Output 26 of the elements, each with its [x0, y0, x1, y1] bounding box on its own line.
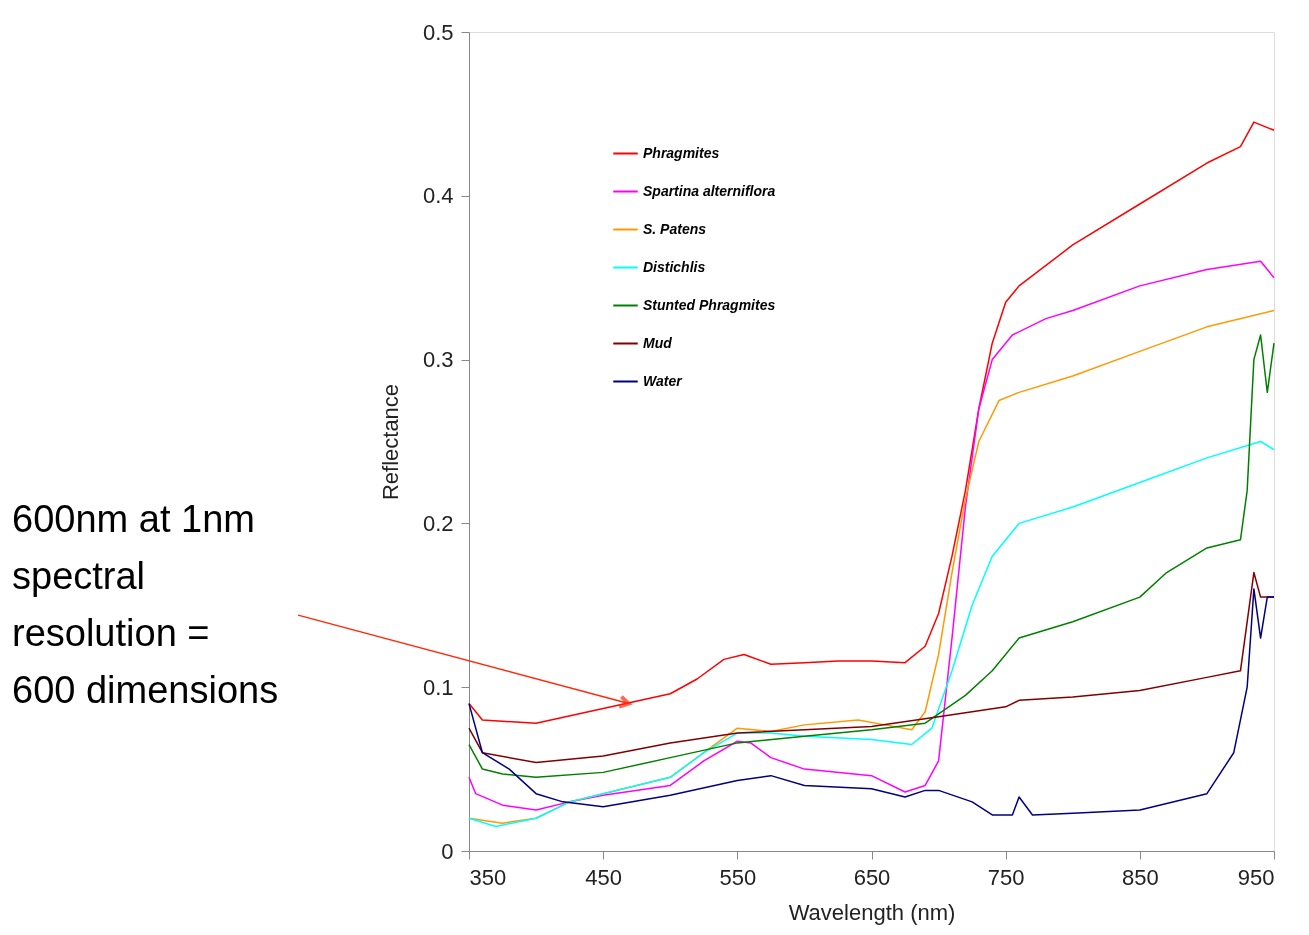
- legend-label: S. Patens: [643, 220, 707, 237]
- legend-label: Distichlis: [643, 258, 706, 275]
- y-tick-label: 0: [441, 838, 454, 864]
- x-tick-label: 350: [469, 864, 507, 890]
- y-tick-label: 0.2: [422, 510, 454, 536]
- legend-label: Water: [643, 372, 684, 389]
- line-series: [468, 588, 1275, 816]
- legend-label: Phragmites: [643, 144, 720, 161]
- line-series: [468, 121, 1275, 724]
- line-series: [468, 440, 1275, 828]
- y-tick-label: 0.4: [422, 183, 454, 209]
- annotation: 600nm at 1nm spectral resolution = 600 dimensions: [12, 498, 279, 711]
- x-tick-label: 950: [1237, 864, 1275, 890]
- y-axis-title: Reflectance: [377, 383, 403, 501]
- y-tick-label: 0.5: [422, 19, 454, 45]
- x-tick-label: 850: [1121, 864, 1159, 890]
- x-tick-label: 750: [987, 864, 1025, 890]
- legend-label: Stunted Phragmites: [643, 296, 776, 313]
- legend-label: Mud: [643, 334, 673, 351]
- x-axis-title: Wavelength (nm): [788, 899, 956, 925]
- legend-label: Spartina alterniflora: [643, 182, 776, 199]
- x-tick-label: 650: [853, 864, 891, 890]
- y-tick-label: 0.1: [422, 674, 454, 700]
- y-tick-label: 0.3: [422, 347, 454, 373]
- x-tick-label: 550: [719, 864, 757, 890]
- x-tick-label: 450: [585, 864, 623, 890]
